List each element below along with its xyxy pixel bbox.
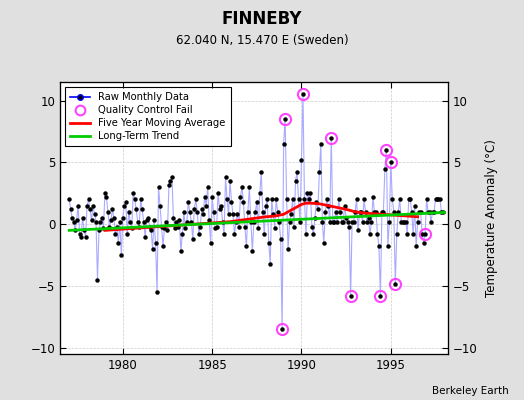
Text: FINNEBY: FINNEBY bbox=[222, 10, 302, 28]
Text: Berkeley Earth: Berkeley Earth bbox=[432, 386, 508, 396]
Y-axis label: Temperature Anomaly (°C): Temperature Anomaly (°C) bbox=[485, 139, 498, 297]
Text: 62.040 N, 15.470 E (Sweden): 62.040 N, 15.470 E (Sweden) bbox=[176, 34, 348, 47]
Legend: Raw Monthly Data, Quality Control Fail, Five Year Moving Average, Long-Term Tren: Raw Monthly Data, Quality Control Fail, … bbox=[66, 87, 231, 146]
